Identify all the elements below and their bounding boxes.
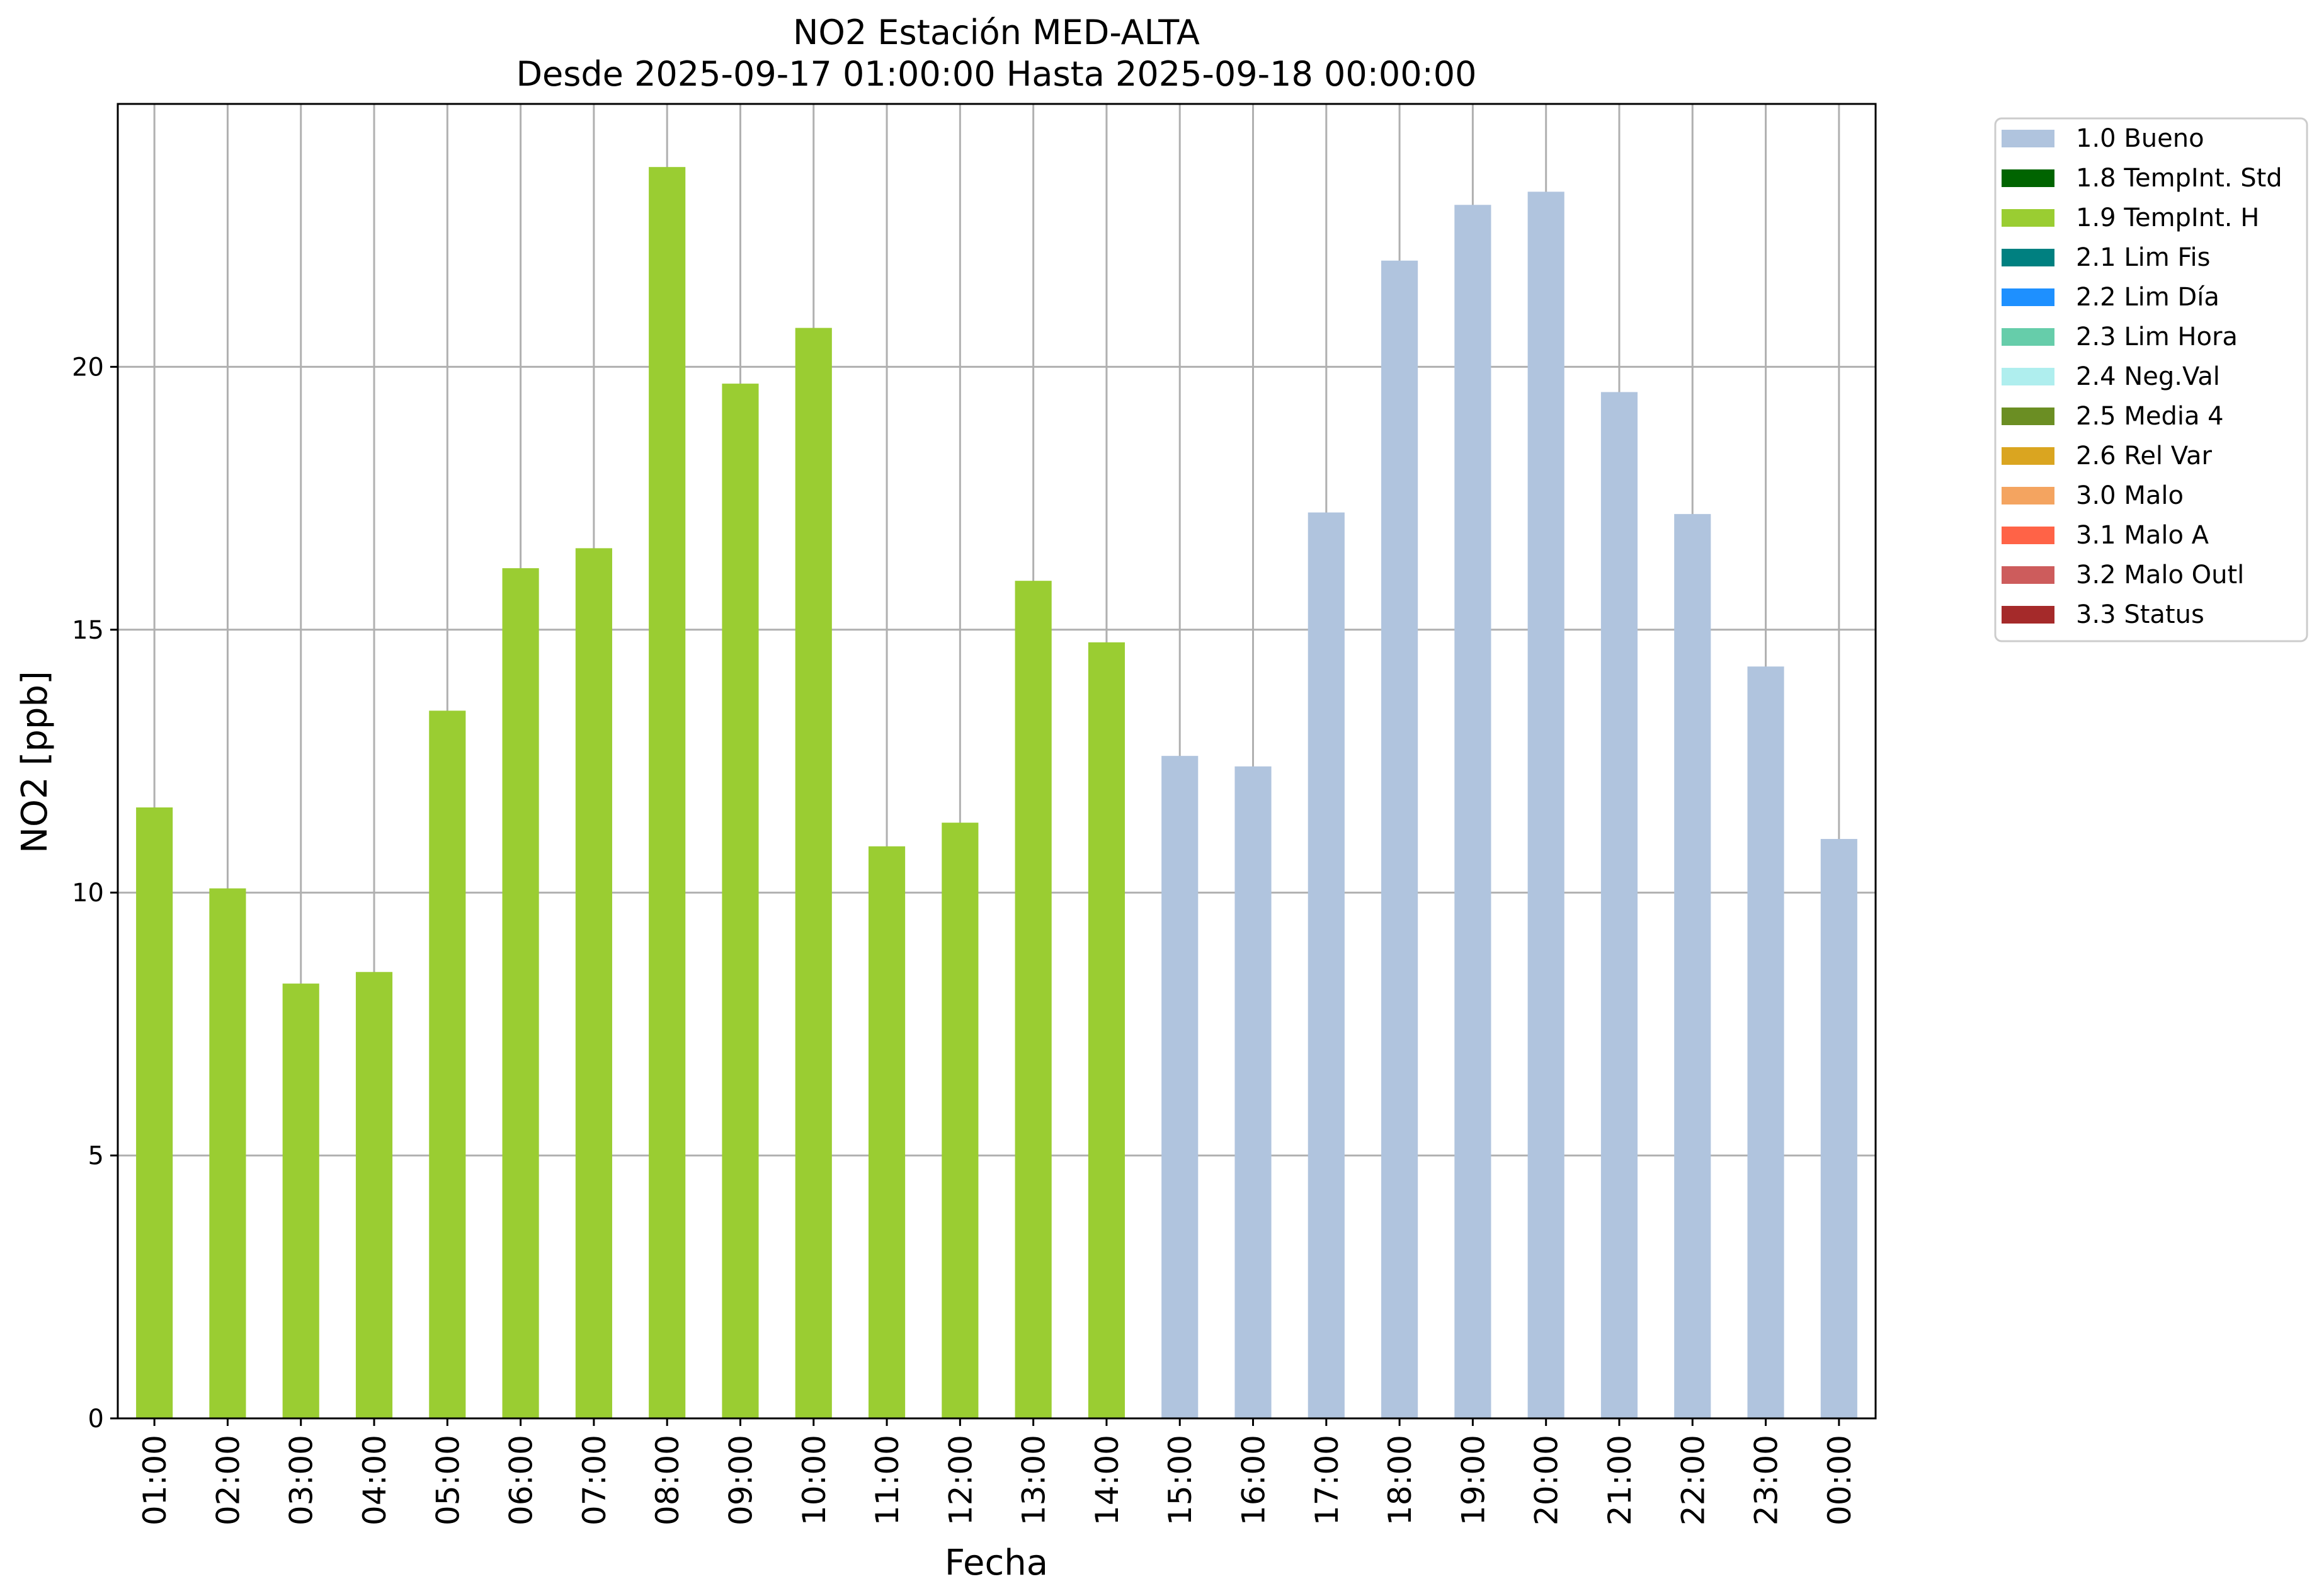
bar-2300 [1747, 666, 1784, 1418]
legend-label: 1.9 TempInt. H [2076, 203, 2259, 232]
x-tick-label: 11:00 [869, 1435, 906, 1525]
legend-swatch [2002, 249, 2054, 266]
bar-0200 [209, 888, 246, 1418]
bar-0500 [429, 710, 466, 1418]
legend-label: 2.5 Media 4 [2076, 402, 2224, 431]
x-tick-label: 16:00 [1236, 1435, 1272, 1525]
legend-swatch [2002, 368, 2054, 385]
bar-0000 [1820, 839, 1857, 1418]
legend-swatch [2002, 487, 2054, 504]
x-tick-label: 03:00 [283, 1435, 320, 1525]
bar-1800 [1381, 260, 1418, 1418]
bar-0900 [722, 384, 759, 1419]
legend-swatch [2002, 288, 2054, 306]
x-tick-label: 07:00 [576, 1435, 613, 1525]
legend-label: 2.6 Rel Var [2076, 442, 2213, 470]
legend-swatch [2002, 606, 2054, 624]
legend-swatch [2002, 566, 2054, 584]
y-tick-label: 0 [88, 1405, 104, 1434]
x-tick-label: 08:00 [649, 1435, 686, 1525]
x-tick-label: 12:00 [942, 1435, 979, 1525]
legend-swatch [2002, 130, 2054, 147]
x-tick-label: 21:00 [1602, 1435, 1638, 1525]
legend-label: 1.8 TempInt. Std [2076, 164, 2282, 193]
legend-swatch [2002, 408, 2054, 425]
x-tick-label: 23:00 [1748, 1435, 1785, 1525]
bar-0400 [355, 972, 393, 1418]
legend-box [1994, 117, 2308, 642]
legend-swatch [2002, 169, 2054, 187]
legend-swatch [2002, 447, 2054, 465]
bar-1500 [1161, 756, 1199, 1418]
bar-0100 [136, 807, 173, 1418]
x-tick-label: 06:00 [503, 1435, 540, 1525]
legend-label: 2.1 Lim Fis [2076, 243, 2210, 272]
bar-0800 [649, 167, 686, 1418]
x-tick-label: 20:00 [1529, 1435, 1565, 1525]
x-tick-label: 19:00 [1455, 1435, 1491, 1525]
x-tick-label: 15:00 [1162, 1435, 1199, 1525]
bar-1400 [1088, 642, 1125, 1418]
bar-2100 [1600, 392, 1638, 1418]
x-axis-ticks: 01:00 02:00 03:00 04:00 05:00 06:00 07:00 08:00… [137, 1418, 1858, 1525]
x-tick-label: 10:00 [796, 1435, 833, 1525]
y-tick-label: 15 [72, 616, 104, 645]
legend-label: 3.1 Malo A [2076, 521, 2209, 550]
y-tick-label: 5 [88, 1142, 104, 1171]
y-tick-label: 10 [72, 879, 104, 908]
x-tick-label: 13:00 [1016, 1435, 1052, 1525]
x-tick-label: 00:00 [1821, 1435, 1858, 1525]
bar-2000 [1527, 191, 1564, 1418]
x-tick-label: 05:00 [430, 1435, 466, 1525]
x-tick-label: 18:00 [1382, 1435, 1418, 1525]
bar-1100 [868, 846, 906, 1418]
bar-0700 [575, 548, 612, 1418]
x-tick-label: 09:00 [722, 1435, 759, 1525]
plot-frame [117, 103, 1877, 1420]
legend-swatch [2002, 209, 2054, 227]
y-axis-label: NO2 [ppb] [14, 671, 55, 853]
x-tick-label: 17:00 [1309, 1435, 1345, 1525]
legend-swatch [2002, 527, 2054, 544]
x-tick-label: 22:00 [1675, 1435, 1711, 1525]
legend-label: 3.0 Malo [2076, 481, 2184, 510]
chart-title-line1: NO2 Estación MED-ALTA [793, 13, 1200, 52]
x-tick-label: 14:00 [1089, 1435, 1125, 1525]
legend-label: 2.3 Lim Hora [2076, 322, 2238, 351]
legend-label: 3.2 Malo Outl [2076, 561, 2244, 590]
bar-0600 [502, 568, 539, 1418]
bar-0300 [282, 983, 319, 1418]
legend-label: 3.3 Status [2076, 600, 2204, 629]
bar-1700 [1308, 512, 1345, 1418]
x-tick-label: 02:00 [210, 1435, 246, 1525]
legend-label: 1.0 Bueno [2076, 124, 2204, 153]
legend-swatch [2002, 328, 2054, 346]
bars [136, 167, 1857, 1419]
bar-1600 [1234, 766, 1272, 1418]
y-axis-ticks: 0 5 10 15 20 [72, 353, 118, 1434]
x-axis-label: Fecha [945, 1542, 1048, 1583]
legend-label: 2.4 Neg.Val [2076, 362, 2220, 391]
bar-1200 [942, 823, 979, 1418]
chart-title-line2: Desde 2025-09-17 01:00:00 Hasta 2025-09-… [516, 54, 1476, 94]
legend-label: 2.2 Lim Día [2076, 283, 2219, 312]
legend: 1.0 Bueno 1.8 TempInt. Std 1.9 TempInt. H 2… [1994, 117, 2308, 642]
bar-2200 [1674, 514, 1711, 1418]
y-tick-label: 20 [72, 353, 104, 382]
x-tick-label: 01:00 [137, 1435, 173, 1525]
bar-1900 [1454, 205, 1491, 1418]
bar-1000 [795, 328, 832, 1419]
x-tick-label: 04:00 [356, 1435, 393, 1525]
bar-1300 [1015, 581, 1052, 1418]
